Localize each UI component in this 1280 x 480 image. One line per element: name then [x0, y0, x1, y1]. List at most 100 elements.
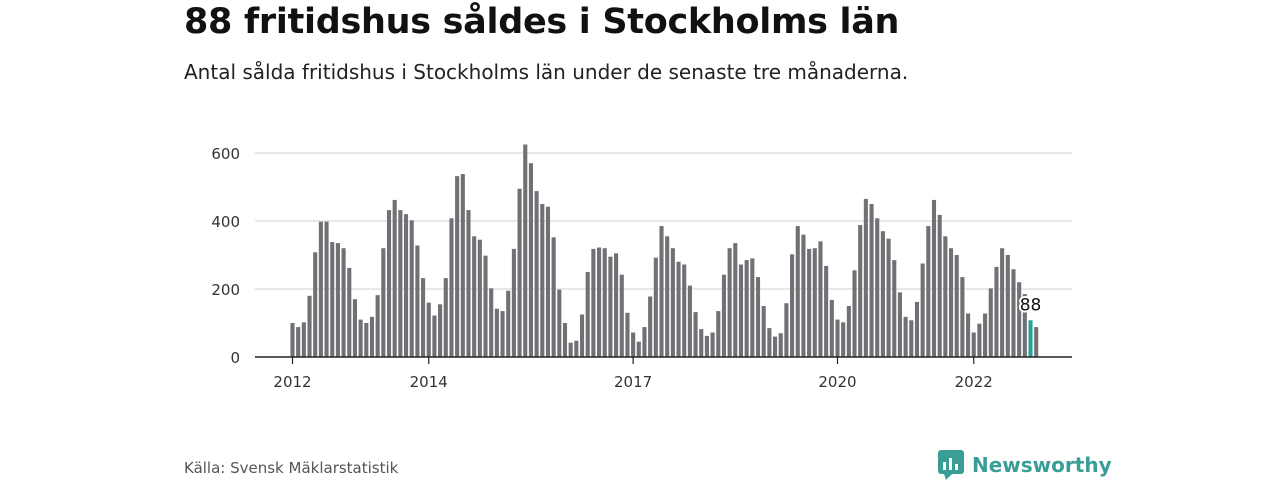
- bar: [653, 257, 658, 357]
- bar: [744, 260, 749, 357]
- bar: [534, 191, 539, 357]
- bar: [767, 328, 772, 357]
- bar: [409, 220, 414, 357]
- x-tick-label: 2020: [818, 373, 856, 391]
- bar: [659, 226, 664, 357]
- bar: [818, 241, 823, 357]
- bar: [358, 319, 363, 357]
- bar: [852, 270, 857, 357]
- bar: [477, 239, 482, 357]
- bar: [506, 290, 511, 357]
- bar: [943, 236, 948, 357]
- bar: [841, 322, 846, 357]
- bar: [903, 316, 908, 357]
- bar: [636, 341, 641, 357]
- bar: [591, 248, 596, 357]
- bar: [568, 342, 573, 357]
- bar: [614, 253, 619, 357]
- bar: [313, 252, 318, 357]
- bar: [778, 333, 783, 357]
- bar: [733, 243, 738, 357]
- y-tick-label: 0: [230, 349, 240, 367]
- bar: [449, 218, 454, 357]
- bar: [846, 306, 851, 357]
- bar: [602, 248, 607, 357]
- bar: [625, 312, 630, 357]
- bar: [971, 332, 976, 357]
- bar: [364, 323, 369, 357]
- bar: [727, 248, 732, 357]
- bar: [875, 218, 880, 357]
- bar: [966, 313, 971, 357]
- bar: [977, 323, 982, 357]
- bar: [500, 311, 505, 357]
- source-note: Källa: Svensk Mäklarstatistik: [184, 459, 399, 477]
- bar: [670, 248, 675, 357]
- brand-logo[interactable]: Newsworthy: [938, 450, 1112, 480]
- bar: [438, 304, 443, 357]
- bar: [824, 265, 829, 357]
- x-axis-ticks: 2012 2014 2017 2020 2022: [273, 357, 993, 391]
- bar: [301, 322, 306, 357]
- bar: [398, 210, 403, 357]
- bar: [983, 313, 988, 357]
- bar: [443, 278, 448, 357]
- annotations: 88: [1018, 293, 1044, 317]
- highlight-value-label: 88: [1020, 295, 1042, 315]
- y-tick-label: 400: [211, 213, 240, 231]
- bar: [523, 144, 528, 357]
- bar: [829, 299, 834, 357]
- bar: [455, 176, 460, 357]
- bar: [1017, 282, 1022, 357]
- bar: [721, 274, 727, 357]
- bar: [1034, 327, 1039, 357]
- x-tick-label: 2022: [955, 373, 993, 391]
- bar: [426, 302, 431, 357]
- bar: [352, 299, 357, 357]
- bar: [489, 288, 494, 357]
- bar: [812, 248, 817, 357]
- bar: [369, 316, 375, 357]
- bar: [579, 314, 585, 357]
- bar: [562, 323, 568, 357]
- y-tick-label: 200: [211, 281, 240, 299]
- bar: [693, 312, 698, 357]
- bar: [466, 210, 471, 357]
- bar: [772, 336, 778, 357]
- bar: [324, 221, 329, 357]
- x-tick-label: 2017: [614, 373, 652, 391]
- bar: [1011, 269, 1016, 357]
- bar: [551, 237, 556, 357]
- bar: [869, 204, 874, 357]
- bar: [960, 277, 965, 357]
- bar: [341, 248, 346, 357]
- bar: [807, 248, 812, 357]
- bar: [892, 260, 897, 357]
- bar: [511, 248, 516, 357]
- bar: [931, 199, 937, 357]
- bar: [648, 296, 653, 357]
- bar: [926, 226, 931, 357]
- y-axis-ticks: 0 200 400 600: [211, 145, 240, 367]
- bar: [682, 264, 687, 357]
- bar: [597, 247, 602, 357]
- bar: [1005, 255, 1010, 357]
- bar: [755, 277, 761, 357]
- bar: [801, 234, 806, 357]
- bar: [642, 327, 647, 357]
- bar: [528, 163, 533, 357]
- bar: [619, 274, 624, 357]
- bars: [290, 144, 1039, 357]
- bar-highlight: [1028, 320, 1033, 357]
- bar: [460, 174, 465, 357]
- bar: [750, 258, 755, 357]
- bar: [914, 301, 920, 357]
- bar: [631, 332, 636, 357]
- bar-chart: 0 200 400 600 2012 2014 2017 2020 2022 88: [211, 144, 1072, 391]
- bar: [790, 254, 795, 357]
- bar: [392, 199, 397, 357]
- bar: [403, 214, 409, 357]
- bar: [710, 332, 715, 357]
- bar: [517, 188, 522, 357]
- bar: [1022, 294, 1027, 357]
